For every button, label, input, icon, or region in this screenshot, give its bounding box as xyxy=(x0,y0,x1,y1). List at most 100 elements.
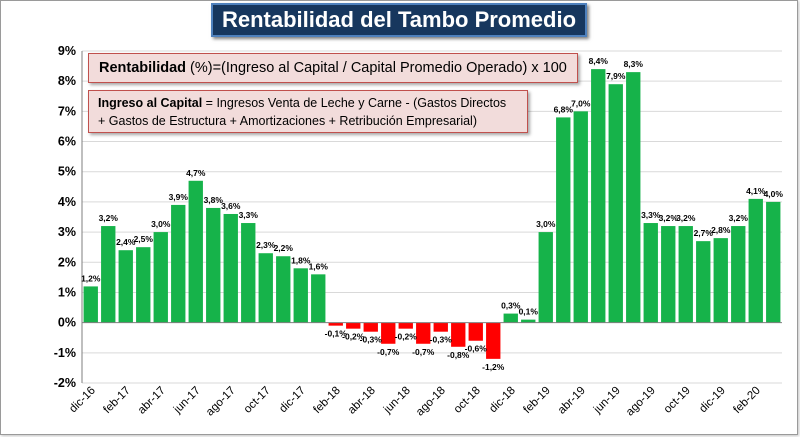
formula-ingreso-term: Ingreso al Capital xyxy=(98,96,203,110)
data-label: 1,6% xyxy=(309,261,329,271)
data-label: 6,8% xyxy=(554,104,574,114)
y-tick-label: 1% xyxy=(58,285,76,299)
data-label: 0,3% xyxy=(501,301,521,311)
y-tick-label: 2% xyxy=(58,255,76,269)
data-label: 3,9% xyxy=(169,192,189,202)
data-label: 3,2% xyxy=(676,213,696,223)
data-label: -0,1% xyxy=(325,329,348,339)
formula-ingreso-line-1: Ingreso al Capital = Ingresos Venta de L… xyxy=(98,94,527,112)
bar xyxy=(468,322,483,341)
bar xyxy=(451,322,466,347)
bar xyxy=(311,274,326,323)
bar xyxy=(171,204,186,323)
data-labels: 1,2%3,2%2,4%2,5%3,0%3,9%4,7%3,8%3,6%3,3%… xyxy=(81,56,783,372)
bar xyxy=(83,286,98,323)
x-tick-label: jun-18 xyxy=(381,385,413,417)
formula-ingreso-capital: Ingreso al Capital = Ingresos Venta de L… xyxy=(88,90,528,133)
bar xyxy=(223,213,238,323)
x-tick-label: dic-17 xyxy=(277,385,308,416)
data-label: 3,0% xyxy=(536,219,556,229)
data-label: 3,2% xyxy=(729,213,749,223)
bar xyxy=(626,72,641,323)
x-tick-label: feb-20 xyxy=(731,385,763,417)
data-label: 8,3% xyxy=(624,59,644,69)
x-tick-label: ago-19 xyxy=(624,385,658,419)
bar xyxy=(241,223,256,323)
y-tick-label: 8% xyxy=(58,74,76,88)
data-label: 3,3% xyxy=(641,210,661,220)
bar xyxy=(433,322,448,332)
data-label: 2,4% xyxy=(116,237,136,247)
data-label: 3,3% xyxy=(239,210,259,220)
bar xyxy=(696,241,711,323)
formula-ingreso-definition: = Ingresos Venta de Leche y Carne - (Gas… xyxy=(202,96,507,110)
bar xyxy=(363,322,378,332)
data-label: 3,8% xyxy=(204,195,224,205)
data-label: -0,3% xyxy=(430,335,453,345)
bar xyxy=(101,226,116,323)
x-tick-label: oct-19 xyxy=(662,385,693,416)
bar xyxy=(678,226,693,323)
x-tick-label: oct-17 xyxy=(242,385,273,416)
data-label: -0,3% xyxy=(360,335,383,345)
x-tick-label: feb-19 xyxy=(521,385,553,417)
bar xyxy=(346,322,361,329)
x-tick-label: ago-17 xyxy=(204,385,238,419)
x-tick-label: feb-18 xyxy=(311,385,343,417)
data-label: -0,7% xyxy=(412,347,435,357)
x-tick-label: abr-19 xyxy=(556,385,588,417)
data-label: -0,6% xyxy=(465,344,488,354)
y-tick-label: 6% xyxy=(58,135,76,149)
y-tick-label: 3% xyxy=(58,225,76,239)
formula-rentabilidad-definition: (%)=(Ingreso al Capital / Capital Promed… xyxy=(186,60,567,76)
bar xyxy=(608,84,623,323)
data-label: 2,3% xyxy=(256,240,276,250)
bar xyxy=(486,322,501,359)
data-label: 2,8% xyxy=(711,225,731,235)
data-label: 4,0% xyxy=(764,189,784,199)
data-label: 1,8% xyxy=(291,255,311,265)
bars xyxy=(83,69,781,359)
x-tick-label: jun-17 xyxy=(171,385,203,417)
formula-ingreso-line-2: + Gastos de Estructura + Amortizaciones … xyxy=(98,114,477,128)
y-tick-label: 4% xyxy=(58,195,76,209)
bar xyxy=(661,226,676,323)
bar xyxy=(136,247,151,323)
data-label: -1,2% xyxy=(482,362,505,372)
data-label: 3,2% xyxy=(99,213,119,223)
x-tick-label: dic-18 xyxy=(487,385,518,416)
x-tick-label: jun-19 xyxy=(591,385,623,417)
data-label: 2,5% xyxy=(134,234,154,244)
bar xyxy=(731,226,746,323)
bar xyxy=(538,232,553,323)
data-label: 4,1% xyxy=(746,186,766,196)
data-label: 1,2% xyxy=(81,273,101,283)
data-label: 3,6% xyxy=(221,201,241,211)
bar xyxy=(591,69,606,323)
data-label: 2,7% xyxy=(694,228,714,238)
bar xyxy=(381,322,396,344)
data-label: 3,0% xyxy=(151,219,171,229)
formula-rentabilidad-term: Rentabilidad xyxy=(99,60,187,76)
bar xyxy=(293,268,308,323)
x-tick-label: oct-18 xyxy=(452,385,483,416)
bar xyxy=(643,223,658,323)
bar xyxy=(503,313,518,323)
data-label: -0,2% xyxy=(395,332,418,342)
bar xyxy=(206,207,221,323)
x-tick-label: dic-19 xyxy=(697,385,728,416)
bar xyxy=(398,322,413,329)
data-label: 8,4% xyxy=(589,56,609,66)
data-label: 3,2% xyxy=(659,213,679,223)
y-tick-label: 0% xyxy=(58,316,76,330)
data-label: 7,9% xyxy=(606,71,626,81)
y-tick-label: -1% xyxy=(54,346,76,360)
y-tick-label: 5% xyxy=(58,165,76,179)
y-tick-label: 7% xyxy=(58,104,76,118)
bar xyxy=(766,201,781,323)
chart-title: Rentabilidad del Tambo Promedio xyxy=(211,3,587,37)
bar xyxy=(713,238,728,323)
x-tick-label: abr-17 xyxy=(136,385,168,417)
data-label: -0,8% xyxy=(447,350,470,360)
y-tick-label: -2% xyxy=(54,376,76,390)
